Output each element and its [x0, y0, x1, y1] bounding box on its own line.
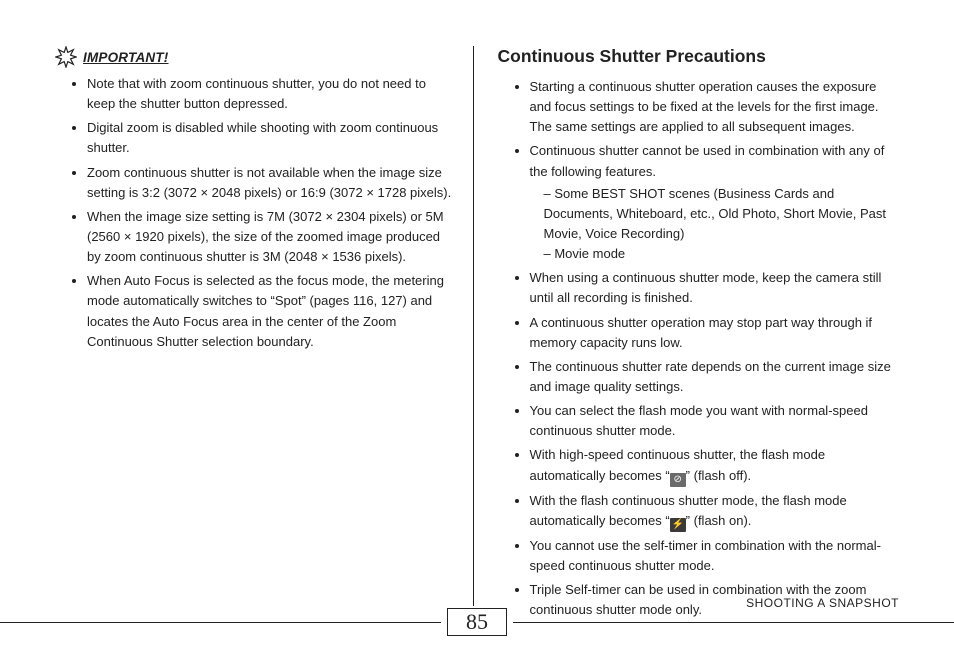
- right-bullets: Starting a continuous shutter operation …: [498, 77, 900, 620]
- left-bullets: Note that with zoom continuous shutter, …: [55, 74, 457, 352]
- right-bullet: With high-speed continuous shutter, the …: [530, 445, 900, 486]
- right-sub-bullet: Some BEST SHOT scenes (Business Cards an…: [544, 184, 900, 244]
- left-bullet: When the image size setting is 7M (3072 …: [87, 207, 457, 267]
- left-bullet: Note that with zoom continuous shutter, …: [87, 74, 457, 114]
- right-bullet: The continuous shutter rate depends on t…: [530, 357, 900, 397]
- right-column: Continuous Shutter Precautions Starting …: [474, 46, 900, 646]
- right-bullet: Continuous shutter cannot be used in com…: [530, 141, 900, 264]
- right-sub-bullet: Movie mode: [544, 244, 900, 264]
- flash-off-icon: ⊘: [670, 473, 686, 487]
- page-number: 85: [447, 608, 507, 636]
- right-bullet: You can select the flash mode you want w…: [530, 401, 900, 441]
- burst-icon: [55, 46, 77, 68]
- right-bullet: When using a continuous shutter mode, ke…: [530, 268, 900, 308]
- text-fragment: ” (flash off).: [686, 468, 752, 483]
- section-title: Continuous Shutter Precautions: [498, 46, 900, 67]
- left-column: IMPORTANT! Note that with zoom continuou…: [55, 46, 473, 646]
- footer-rule-left: [0, 622, 441, 623]
- text-fragment: ” (flash on).: [686, 513, 752, 528]
- flash-on-icon: ⚡: [670, 518, 686, 532]
- footer-rule-right: [513, 622, 954, 623]
- page-container: IMPORTANT! Note that with zoom continuou…: [0, 0, 954, 646]
- important-label: IMPORTANT!: [83, 50, 169, 65]
- right-bullet: Starting a continuous shutter operation …: [530, 77, 900, 137]
- right-bullet: With the flash continuous shutter mode, …: [530, 491, 900, 532]
- left-bullet: When Auto Focus is selected as the focus…: [87, 271, 457, 352]
- left-bullet: Zoom continuous shutter is not available…: [87, 163, 457, 203]
- right-sub-bullets: Some BEST SHOT scenes (Business Cards an…: [530, 184, 900, 265]
- right-bullet: You cannot use the self-timer in combina…: [530, 536, 900, 576]
- right-bullet: A continuous shutter operation may stop …: [530, 313, 900, 353]
- left-bullet: Digital zoom is disabled while shooting …: [87, 118, 457, 158]
- right-bullet-text: Continuous shutter cannot be used in com…: [530, 143, 885, 178]
- page-footer: 85: [0, 608, 954, 636]
- important-header: IMPORTANT!: [55, 46, 457, 68]
